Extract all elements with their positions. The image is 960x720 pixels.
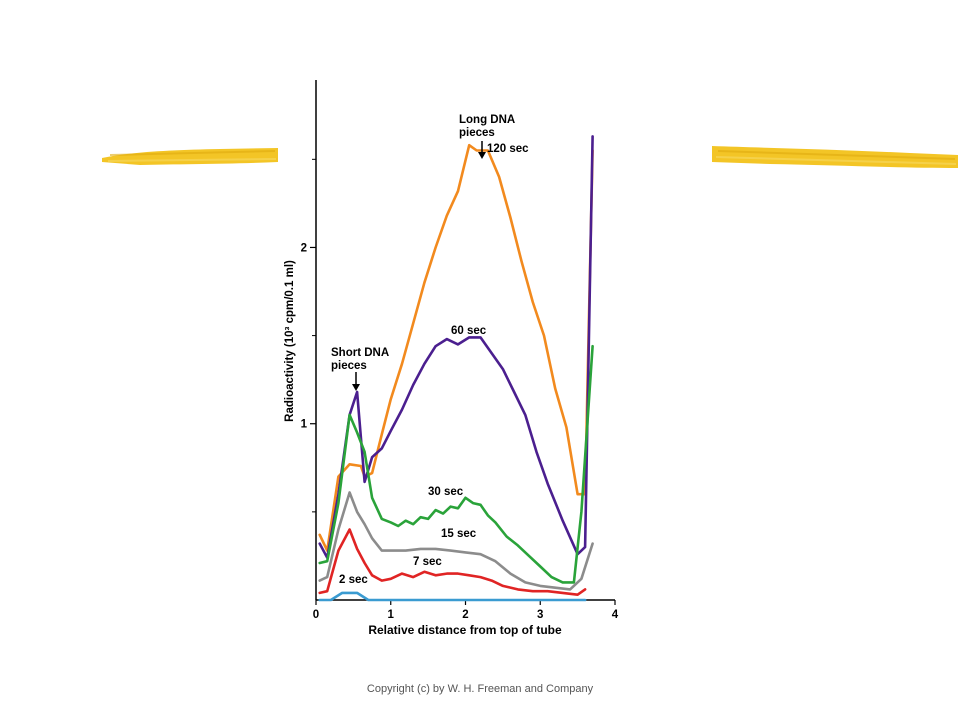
annotation-long-line2: pieces [459, 127, 495, 139]
left-highlighter-stroke [102, 148, 278, 165]
arrow-long-pieces [478, 141, 486, 159]
right-highlighter-stroke [712, 146, 958, 168]
series-line-2-sec [318, 591, 587, 602]
series-label-30: 30 sec [428, 486, 464, 498]
series-label-60: 60 sec [451, 325, 487, 337]
series-line-15-sec [318, 491, 594, 591]
x-tick-label: 3 [537, 609, 543, 621]
ticks: 0 1 2 3 4 1 2 [301, 158, 619, 621]
series-label-2: 2 sec [339, 574, 368, 586]
x-tick-label: 4 [612, 609, 619, 621]
x-tick-label: 0 [313, 609, 319, 621]
series-line-60-sec [318, 135, 594, 560]
series-lines [318, 135, 594, 602]
annotation-short-line2: pieces [331, 360, 367, 372]
series-line-30-sec [318, 344, 594, 584]
copyright-footer: Copyright (c) by W. H. Freeman and Compa… [366, 683, 594, 695]
arrow-short-pieces [352, 372, 360, 391]
x-axis-label: Relative distance from top of tube [368, 623, 562, 637]
y-tick-label: 1 [301, 419, 308, 431]
x-tick-label: 2 [462, 609, 468, 621]
annotation-long-line1: Long DNA [459, 114, 515, 126]
series-line-7-sec [318, 528, 587, 597]
x-tick-label: 1 [388, 609, 395, 621]
labels: Relative distance from top of tube Radio… [284, 114, 562, 637]
y-axis-label: Radioactivity (10³ cpm/0.1 ml) [284, 260, 296, 422]
annotation-short-line1: Short DNA [331, 347, 389, 359]
series-label-15: 15 sec [441, 528, 477, 540]
series-label-120: 120 sec [487, 143, 529, 155]
y-tick-label: 2 [301, 242, 307, 254]
series-label-7: 7 sec [413, 556, 442, 568]
